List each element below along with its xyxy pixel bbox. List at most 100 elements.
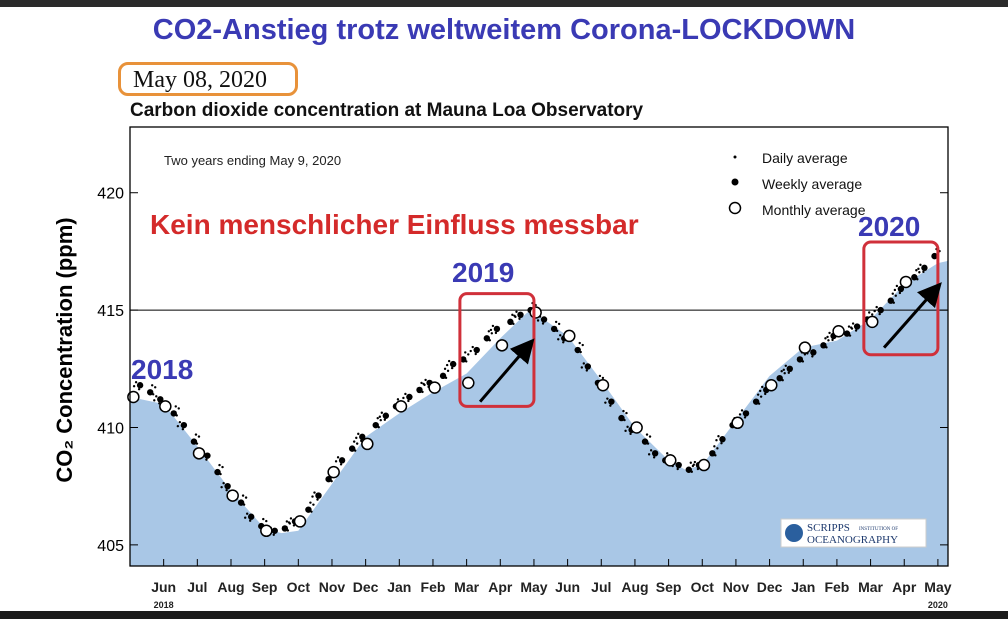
monthly-average-marker bbox=[192, 447, 206, 460]
x-tick-label: Jun bbox=[151, 579, 176, 595]
weekly-average-dot bbox=[305, 506, 312, 513]
weekly-average-dot bbox=[190, 438, 198, 445]
weekly-average-dot bbox=[820, 342, 827, 349]
weekly-average-dot bbox=[493, 325, 501, 333]
daily-average-dot bbox=[831, 338, 834, 342]
year-label-2020: 2020 bbox=[858, 211, 920, 242]
daily-average-dot bbox=[873, 309, 876, 313]
daily-average-dot bbox=[629, 432, 632, 436]
daily-average-dot bbox=[241, 494, 245, 497]
daily-average-dot bbox=[854, 329, 858, 332]
weekly-average-dot bbox=[416, 386, 423, 394]
x-tick-label: Nov bbox=[723, 579, 750, 595]
weekly-average-dot bbox=[372, 421, 379, 429]
scripps-logo-box bbox=[780, 518, 927, 548]
weekly-average-dot bbox=[887, 297, 894, 304]
daily-average-dot bbox=[898, 291, 902, 295]
daily-average-dot bbox=[402, 396, 405, 400]
daily-average-dot bbox=[645, 433, 649, 436]
y-tick-label: 405 bbox=[97, 538, 124, 555]
scripps-logo-line2: OCEANOGRAPHY bbox=[807, 534, 898, 546]
x-tick-label: Oct bbox=[691, 579, 715, 595]
daily-average-dot bbox=[220, 485, 223, 489]
daily-average-dot bbox=[713, 445, 716, 448]
daily-average-dot bbox=[851, 322, 855, 325]
daily-average-dot bbox=[292, 524, 296, 527]
date-box: May 08, 2020 bbox=[118, 62, 298, 96]
weekly-average-dot bbox=[709, 450, 716, 457]
monthly-average-marker bbox=[832, 324, 845, 338]
legend-label: Weekly average bbox=[762, 176, 862, 192]
weekly-average-dot bbox=[224, 482, 231, 490]
daily-average-dot bbox=[761, 385, 764, 389]
daily-average-dot bbox=[717, 435, 720, 438]
x-tick-label: Apr bbox=[892, 579, 917, 595]
daily-average-dot bbox=[868, 311, 871, 314]
daily-average-dot bbox=[601, 376, 605, 380]
daily-average-dot bbox=[464, 351, 467, 354]
daily-average-dot bbox=[581, 343, 584, 347]
legend-label: Monthly average bbox=[762, 202, 866, 218]
weekly-average-dot bbox=[382, 412, 390, 419]
daily-average-dot bbox=[895, 284, 899, 288]
daily-average-dot bbox=[336, 456, 340, 459]
year-label-2019: 2019 bbox=[452, 257, 514, 288]
daily-average-dot bbox=[536, 319, 540, 322]
daily-average-dot bbox=[878, 312, 881, 316]
daily-average-dot bbox=[443, 367, 447, 371]
x-tick-label: Apr bbox=[488, 579, 513, 595]
daily-average-dot bbox=[355, 436, 358, 440]
chart-title: Carbon dioxide concentration at Mauna Lo… bbox=[130, 100, 644, 121]
daily-average-dot bbox=[849, 326, 853, 329]
weekly-average-dot bbox=[348, 445, 356, 452]
daily-average-dot bbox=[513, 314, 516, 318]
period-note: Two years ending May 9, 2020 bbox=[164, 153, 341, 168]
daily-average-dot bbox=[826, 335, 829, 339]
y-axis-label: CO₂ Concentration (ppm) bbox=[52, 217, 77, 482]
daily-average-dot bbox=[404, 392, 407, 396]
monthly-average-marker bbox=[495, 339, 509, 352]
weekly-average-dot bbox=[507, 318, 514, 326]
daily-average-dot bbox=[378, 415, 382, 418]
daily-average-dot bbox=[893, 288, 897, 292]
weekly-average-dot bbox=[931, 252, 938, 260]
daily-average-dot bbox=[922, 270, 925, 274]
daily-average-dot bbox=[339, 463, 343, 466]
monthly-average-marker bbox=[428, 381, 441, 394]
weekly-average-dot bbox=[204, 452, 211, 459]
daily-average-dot bbox=[606, 397, 609, 400]
weekly-average-dot bbox=[460, 356, 467, 363]
x-year-label: 2020 bbox=[928, 600, 948, 610]
seasonal-fill-area bbox=[130, 260, 948, 566]
x-tick-label: Jul bbox=[591, 579, 611, 595]
daily-average-dot bbox=[244, 496, 248, 499]
daily-average-dot bbox=[780, 369, 783, 373]
daily-average-dot bbox=[380, 411, 384, 414]
daily-average-dot bbox=[490, 332, 494, 335]
legend-label: Daily average bbox=[762, 150, 848, 166]
daily-average-dot bbox=[693, 460, 697, 464]
weekly-average-dot bbox=[439, 372, 447, 380]
x-tick-label: Oct bbox=[287, 579, 311, 595]
daily-average-dot bbox=[652, 456, 656, 459]
daily-average-dot bbox=[218, 463, 221, 467]
daily-average-dot bbox=[828, 331, 831, 335]
x-tick-label: Feb bbox=[824, 579, 849, 595]
weekly-average-dot bbox=[338, 457, 346, 464]
monthly-average-marker bbox=[260, 524, 273, 538]
weekly-average-dot bbox=[540, 316, 548, 323]
daily-average-dot bbox=[578, 341, 581, 345]
x-tick-label: Mar bbox=[454, 579, 479, 595]
bottom-bar bbox=[0, 611, 1008, 619]
daily-average-dot bbox=[624, 429, 627, 433]
weekly-average-dot bbox=[685, 466, 692, 473]
daily-average-dot bbox=[716, 447, 719, 450]
weekly-average-dot bbox=[675, 461, 682, 469]
daily-average-dot bbox=[153, 386, 157, 389]
monthly-average-marker bbox=[798, 341, 812, 354]
weekly-average-dot bbox=[180, 421, 188, 429]
legend-weekly-symbol bbox=[731, 178, 739, 186]
x-tick-label: Aug bbox=[217, 579, 244, 595]
daily-average-dot bbox=[626, 425, 629, 429]
daily-average-dot bbox=[222, 481, 225, 485]
